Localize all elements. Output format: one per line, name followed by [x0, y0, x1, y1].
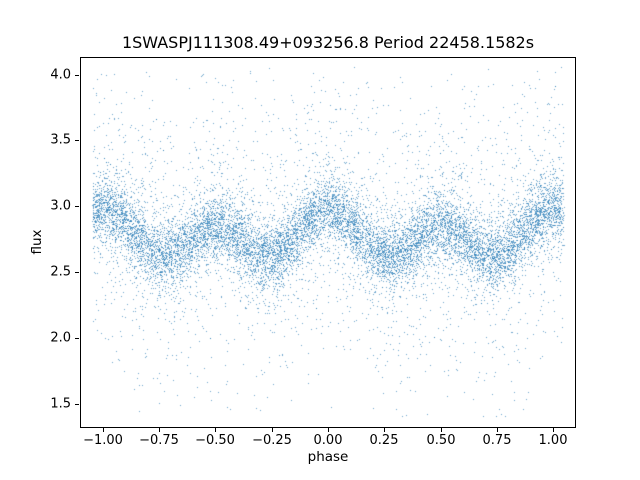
x-tick-mark [497, 428, 498, 432]
y-tick-mark [75, 338, 79, 339]
x-tick-mark [159, 428, 160, 432]
x-tick-label: 0.25 [369, 433, 399, 448]
y-tick-label: 2.0 [50, 330, 71, 346]
x-tick-label: −0.75 [139, 433, 179, 448]
x-tick-label: 0.50 [426, 433, 456, 448]
x-tick-label: 1.00 [538, 433, 568, 448]
x-tick-label: 0.75 [482, 433, 512, 448]
y-tick-mark [75, 75, 79, 76]
x-tick-label: 0.00 [313, 433, 343, 448]
x-tick-mark [215, 428, 216, 432]
y-tick-label: 3.5 [50, 132, 71, 148]
y-tick-mark [75, 206, 79, 207]
chart-title: 1SWASPJ111308.49+093256.8 Period 22458.1… [121, 33, 535, 52]
x-tick-label: −1.00 [83, 433, 123, 448]
y-tick-label: 2.5 [50, 264, 71, 280]
x-tick-mark [328, 428, 329, 432]
y-tick-label: 3.0 [50, 198, 71, 214]
x-axis-label: phase [307, 449, 349, 465]
plot-area [80, 57, 576, 428]
x-tick-mark [103, 428, 104, 432]
y-tick-mark [75, 404, 79, 405]
x-tick-label: −0.50 [195, 433, 235, 448]
x-tick-mark [553, 428, 554, 432]
x-tick-mark [384, 428, 385, 432]
x-tick-mark [272, 428, 273, 432]
x-tick-mark [441, 428, 442, 432]
y-tick-mark [75, 272, 79, 273]
y-tick-mark [75, 140, 79, 141]
y-axis-label: flux [29, 229, 45, 255]
x-tick-label: −0.25 [252, 433, 292, 448]
y-tick-label: 1.5 [50, 396, 71, 412]
y-tick-label: 4.0 [50, 67, 71, 83]
